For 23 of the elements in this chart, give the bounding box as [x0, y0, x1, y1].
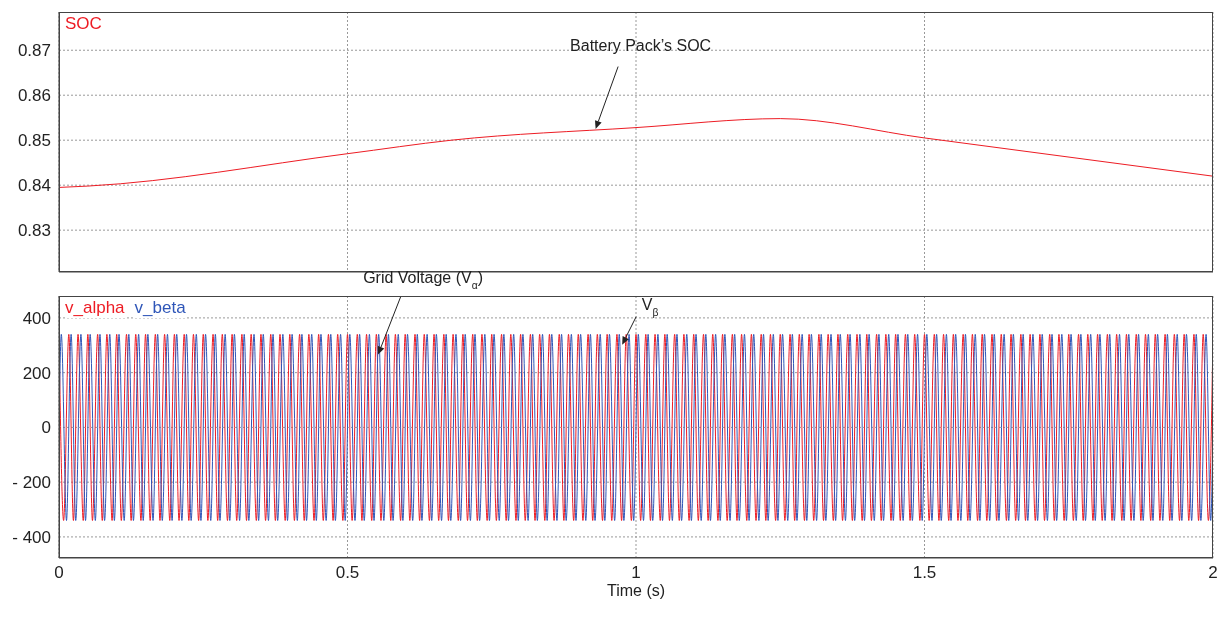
y-tick-label: 0.86 — [17, 86, 51, 106]
y-tick-label: - 400 — [12, 527, 51, 547]
y-tick-label: 0.83 — [17, 221, 51, 241]
y-tick-label: 0.87 — [17, 41, 51, 61]
line-series — [59, 118, 1213, 188]
y-tick-label: 200 — [22, 363, 51, 383]
annotation: Grid Voltage (V$_{α}$) — [363, 268, 483, 291]
x-tick-label: 1 — [631, 563, 641, 583]
series-label: v_beta — [134, 298, 186, 318]
x-tick-label: 2 — [1208, 563, 1218, 583]
x-tick-label: 1.5 — [912, 563, 937, 583]
series-label: v_alpha — [65, 298, 125, 318]
y-tick-label: 0 — [41, 418, 51, 438]
y-tick-label: 400 — [22, 308, 51, 328]
x-axis-title: Time (s) — [606, 582, 666, 599]
x-tick-label: 0 — [54, 563, 64, 583]
y-tick-label: 0.84 — [17, 176, 51, 196]
y-tick-label: - 200 — [12, 473, 51, 493]
annotation: Battery Pack’s SOC — [570, 36, 712, 54]
x-tick-label: 0.5 — [335, 563, 360, 583]
y-tick-label: 0.85 — [17, 131, 51, 151]
text: SOC — [65, 14, 102, 34]
annotation: V$_{β}$ — [641, 295, 659, 318]
